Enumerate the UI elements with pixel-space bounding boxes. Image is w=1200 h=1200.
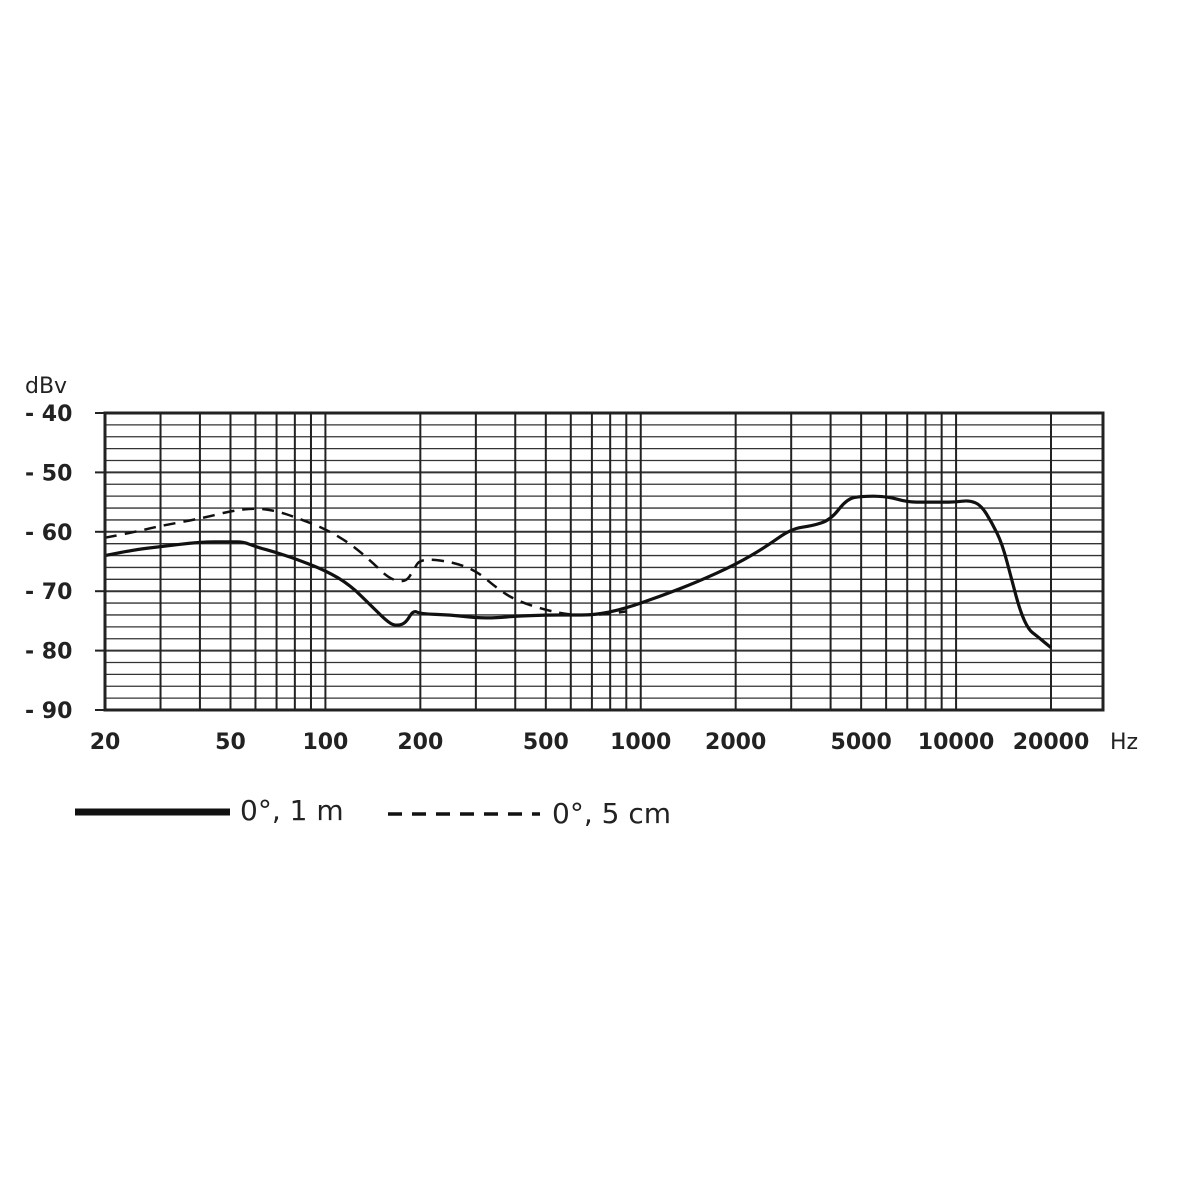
y-tick-label: - 90 [25, 699, 72, 724]
x-tick-label: 500 [523, 730, 569, 755]
y-tick-label: - 60 [25, 521, 72, 546]
x-tick-label: 50 [215, 730, 246, 755]
series-line-5cm [104, 507, 627, 617]
x-tick-label: 2000 [705, 730, 766, 755]
x-axis-label: Hz [1110, 730, 1138, 755]
legend-label-dashed: 0°, 5 cm [552, 797, 671, 830]
x-tick-label: 20 [90, 730, 121, 755]
series-layer [104, 494, 1053, 649]
x-tick-label: 5000 [831, 730, 892, 755]
x-tick-label: 100 [302, 730, 348, 755]
y-tick-label: - 70 [25, 580, 72, 605]
grid [104, 412, 1103, 711]
x-tick-labels: 20 50 100 200 500 1000 2000 5000 10000 20000 [90, 730, 1090, 755]
legend-label-solid: 0°, 1 m [240, 794, 344, 827]
series-line-1m [104, 494, 1053, 649]
y-axis-label: dBv [25, 374, 67, 399]
y-tick-labels: - 40 - 50 - 60 - 70 - 80 - 90 [25, 402, 105, 724]
y-tick-label: - 50 [25, 461, 72, 486]
x-tick-label: 20000 [1013, 730, 1090, 755]
plot-frame [103, 411, 1105, 712]
x-tick-label: 10000 [918, 730, 995, 755]
x-tick-label: 200 [397, 730, 443, 755]
y-tick-label: - 80 [25, 640, 72, 665]
x-tick-label: 1000 [610, 730, 671, 755]
legend: 0°, 1 m 0°, 5 cm [75, 794, 671, 830]
y-tick-label: - 40 [25, 402, 72, 427]
